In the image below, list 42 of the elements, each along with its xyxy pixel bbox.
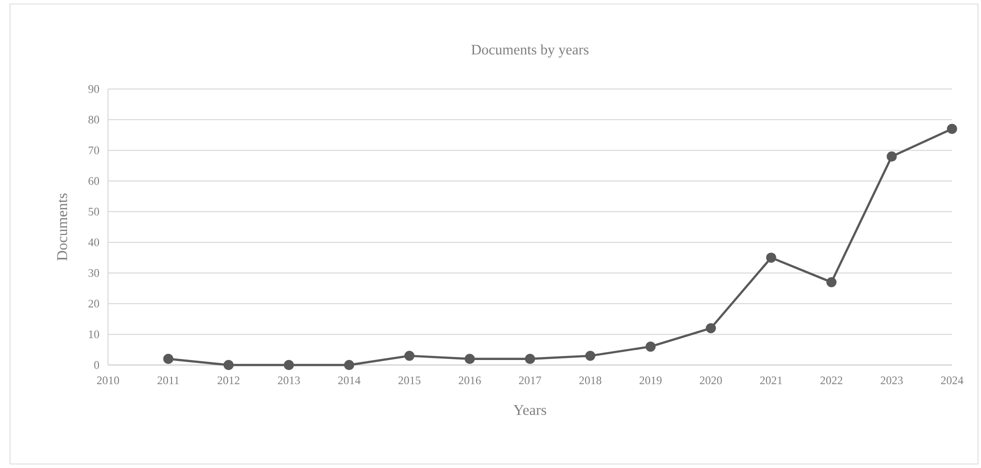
point (404, 350, 415, 361)
y-tick-label: 10 (89, 330, 100, 338)
point (223, 360, 234, 370)
x-tick-label: 2011 (158, 376, 179, 384)
y-tick-label: 70 (88, 146, 100, 154)
x-tick-label: 2024 (941, 376, 964, 384)
point (585, 350, 596, 361)
x-tick-label: 2017 (519, 376, 542, 384)
y-tick-label: 50 (88, 208, 100, 216)
y-tick-label: 20 (88, 300, 100, 308)
x-tick-label: 2022 (820, 376, 842, 384)
x-tick-label: 2021 (760, 376, 782, 384)
y-tick-label: 90 (88, 85, 100, 93)
point (284, 360, 294, 370)
y-tick-label: 40 (88, 238, 100, 246)
point (826, 277, 837, 288)
chart-title: Documents by years (471, 44, 588, 58)
x-tick-label: 2014 (338, 376, 360, 384)
x-tick-label: 2012 (218, 376, 240, 384)
y-tick-label: 80 (88, 116, 100, 124)
point (524, 354, 536, 364)
x-tick-label: 2010 (97, 376, 120, 384)
y-tick-label: 60 (88, 177, 100, 185)
point (706, 323, 716, 334)
x-tick-label: 2016 (458, 376, 481, 384)
y-tick-label: 30 (88, 269, 100, 277)
y-tick-label: 0 (94, 361, 100, 369)
point (766, 252, 776, 263)
y-axis-title: Documents (57, 194, 68, 261)
x-tick-label: 2015 (398, 376, 420, 384)
x-tick-label: 2023 (880, 376, 903, 384)
point (946, 124, 958, 134)
point (645, 342, 656, 352)
point (886, 151, 897, 162)
point (464, 354, 475, 364)
x-tick-label: 2018 (579, 376, 602, 384)
x-tick-label: 2019 (640, 376, 662, 384)
point (163, 354, 174, 364)
x-tick-label: 2020 (700, 376, 722, 384)
x-axis-title: Years (514, 405, 546, 416)
x-tick-label: 2013 (278, 376, 300, 384)
point (344, 360, 354, 370)
